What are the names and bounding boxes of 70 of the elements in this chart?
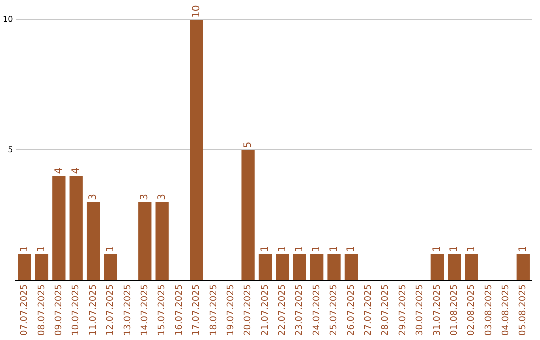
bar — [430, 254, 444, 280]
bar — [293, 254, 306, 280]
data-label: 1 — [312, 246, 323, 252]
x-tick-label: 23.07.2025 — [295, 284, 306, 336]
bar — [310, 254, 324, 280]
bar — [242, 150, 255, 280]
data-label: 10 — [191, 5, 202, 18]
data-label: 1 — [294, 246, 306, 252]
data-label: 4 — [54, 168, 65, 174]
bar — [86, 202, 100, 280]
x-tick-label: 18.07.2025 — [209, 284, 220, 336]
bar — [276, 254, 290, 280]
data-label: 3 — [88, 194, 100, 200]
data-label: 1 — [449, 246, 460, 252]
data-label: 1 — [36, 246, 48, 252]
bar — [328, 254, 341, 280]
bar — [516, 254, 530, 280]
x-tick-label: 11.07.2025 — [88, 284, 99, 336]
x-tick-label: 07.07.2025 — [20, 284, 30, 336]
data-label: 1 — [105, 246, 116, 252]
bar — [344, 254, 358, 280]
x-tick-label: 19.07.2025 — [226, 284, 236, 336]
x-tick-label: 17.07.2025 — [192, 284, 202, 336]
bar — [190, 20, 204, 280]
bar — [156, 202, 169, 280]
bar — [52, 176, 66, 280]
bar — [258, 254, 272, 280]
x-tick-label: 04.08.2025 — [502, 284, 512, 336]
x-tick-label: 30.07.2025 — [416, 284, 426, 336]
data-label: 1 — [346, 246, 358, 252]
x-tick-label: 15.07.2025 — [158, 284, 168, 336]
data-label: 3 — [140, 194, 151, 200]
data-label: 1 — [518, 246, 529, 252]
x-tick-label: 21.07.2025 — [260, 284, 271, 336]
bar — [138, 202, 152, 280]
x-tick-label: 03.08.2025 — [484, 284, 494, 336]
data-label: 1 — [432, 246, 444, 252]
x-tick-label: 02.08.2025 — [467, 284, 478, 336]
x-tick-label: 26.07.2025 — [346, 284, 357, 336]
x-tick-label: 29.07.2025 — [398, 284, 408, 336]
x-tick-label: 28.07.2025 — [381, 284, 392, 336]
data-label: 3 — [156, 194, 168, 200]
x-tick-label: 10.07.2025 — [72, 284, 82, 336]
x-tick-label: 01.08.2025 — [450, 284, 460, 336]
bar — [448, 254, 462, 280]
bar — [465, 254, 478, 280]
x-tick-label: 05.08.2025 — [518, 284, 529, 336]
x-tick-label: 25.07.2025 — [330, 284, 340, 336]
x-tick-label: 22.07.2025 — [278, 284, 288, 336]
x-tick-label: 14.07.2025 — [140, 284, 150, 336]
x-tick-label: 12.07.2025 — [106, 284, 116, 336]
x-tick-label: 31.07.2025 — [432, 284, 443, 336]
bar — [70, 176, 83, 280]
x-tick-label: 24.07.2025 — [312, 284, 322, 336]
x-tick-label: 20.07.2025 — [244, 284, 254, 336]
x-tick-label: 09.07.2025 — [54, 284, 65, 336]
data-label: 1 — [466, 246, 478, 252]
data-label: 1 — [260, 246, 272, 252]
x-tick-label: 16.07.2025 — [174, 284, 185, 336]
x-tick-label: 13.07.2025 — [123, 284, 134, 336]
data-label: 1 — [277, 246, 288, 252]
bar — [104, 254, 118, 280]
data-label: 1 — [19, 246, 30, 252]
bar — [35, 254, 49, 280]
data-label: 5 — [242, 142, 254, 148]
data-label: 1 — [328, 246, 340, 252]
bar — [18, 254, 32, 280]
data-label: 4 — [70, 168, 82, 174]
x-tick-label: 27.07.2025 — [364, 284, 374, 336]
x-tick-label: 08.07.2025 — [37, 284, 48, 336]
